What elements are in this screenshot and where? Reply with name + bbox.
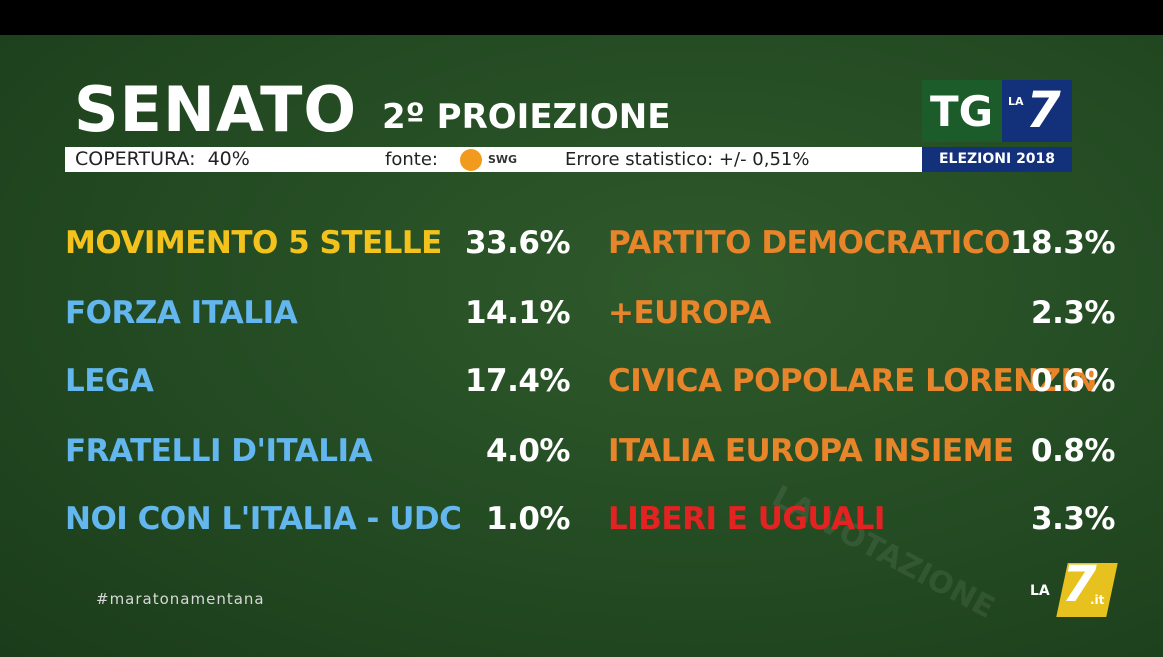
logo-la: LA [1008,95,1024,108]
party-name: NOI CON L'ITALIA - UDC [65,501,462,537]
party-name: +EUROPA [608,295,771,331]
party-value: 14.1% [464,295,571,331]
party-name: FRATELLI D'ITALIA [65,433,373,469]
channel-la: LA [1030,583,1050,599]
channel-it: .it [1090,593,1105,607]
channel-seven: 7 [1062,555,1097,613]
party-value: 33.6% [464,225,571,261]
hashtag: #maratonamentana [96,590,265,608]
logo-seven: 7 [1026,81,1061,139]
subtitle: 2º PROIEZIONE [382,97,671,137]
party-name: FORZA ITALIA [65,295,298,331]
logo-caption: ELEZIONI 2018 [922,147,1072,172]
title: SENATO [74,73,358,146]
party-name: LEGA [65,363,154,399]
logo-tg: TG [930,87,994,136]
party-name: ITALIA EUROPA INSIEME [608,433,1014,469]
coverage: COPERTURA: 40% [75,148,250,170]
source: SWG [488,153,518,166]
info-strip [65,147,922,172]
party-name: PARTITO DEMOCRATICO [608,225,1010,261]
party-value: 0.6% [1031,363,1115,399]
graphic: LA VOTAZIONE SENATO 2º PROIEZIONE COPERT… [0,35,1163,657]
party-value: 18.3% [1009,225,1116,261]
source-label: fonte: [385,149,438,170]
logo-la7-box [1002,80,1072,142]
party-value: 0.8% [1031,433,1115,469]
party-value: 1.0% [486,501,570,537]
party-name: LIBERI E UGUALI [608,501,885,537]
error: Errore statistico: +/- 0,51% [565,149,810,170]
party-value: 3.3% [1031,501,1115,537]
source-icon [460,149,482,171]
party-value: 2.3% [1031,295,1115,331]
party-name: MOVIMENTO 5 STELLE [65,225,442,261]
party-value: 4.0% [486,433,570,469]
party-name: CIVICA POPOLARE LORENZIN [608,363,1098,399]
logo-tg-box [922,80,1002,142]
party-value: 17.4% [464,363,571,399]
